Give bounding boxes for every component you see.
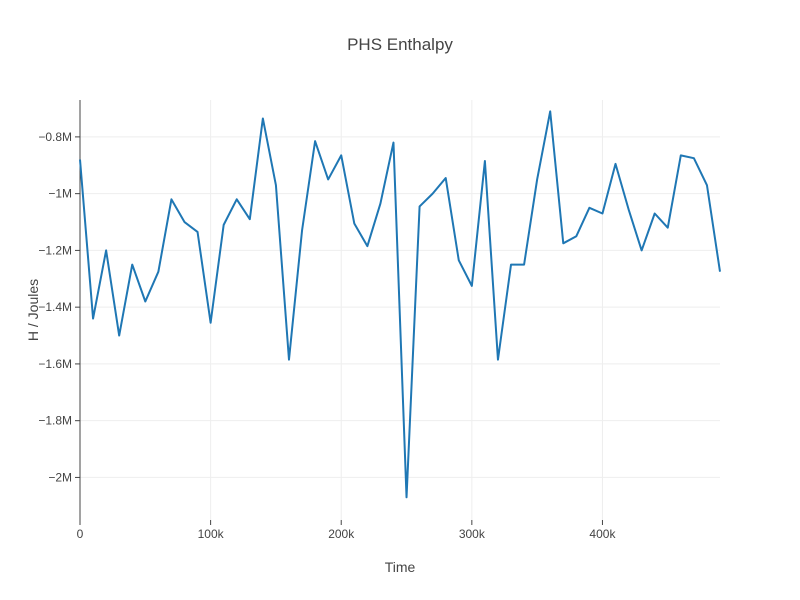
x-tick-label: 300k — [459, 527, 486, 541]
grid-lines — [80, 100, 720, 520]
y-tick-label: −2M — [48, 470, 72, 484]
y-tick-label: −1.4M — [38, 300, 72, 314]
series-line — [79, 110, 721, 499]
y-tick-label: −1.2M — [38, 243, 72, 257]
y-tick-label: −1.6M — [38, 357, 72, 371]
x-tick-label: 200k — [328, 527, 355, 541]
y-tick-label: −0.8M — [38, 130, 72, 144]
x-tick-label: 400k — [589, 527, 616, 541]
y-axis-title: H / Joules — [25, 279, 41, 341]
data-series — [79, 110, 721, 499]
y-tick-label: −1.8M — [38, 414, 72, 428]
chart-title: PHS Enthalpy — [347, 35, 453, 54]
axes — [75, 100, 603, 525]
y-tick-label: −1M — [48, 187, 72, 201]
x-tick-label: 0 — [77, 527, 84, 541]
x-tick-label: 100k — [198, 527, 225, 541]
tick-labels: 0 100k 200k 300k 400k −0.8M −1M −1.2M −1.4M −1.6M… — [38, 130, 616, 541]
x-axis-title: Time — [385, 559, 416, 575]
